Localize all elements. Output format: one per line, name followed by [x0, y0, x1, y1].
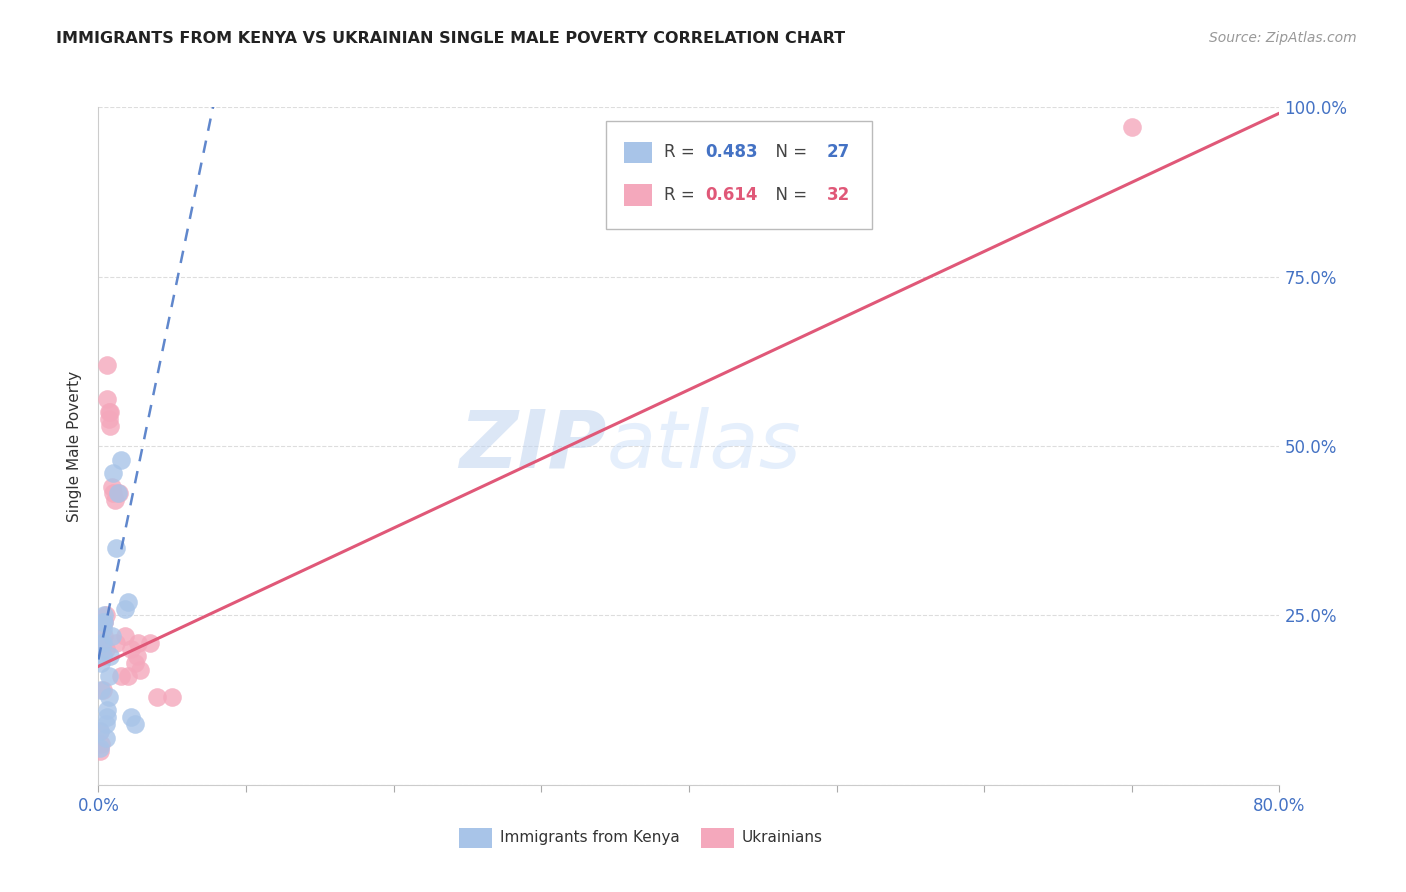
Point — [91, 683, 114, 698]
Point — [103, 466, 125, 480]
Text: 0.614: 0.614 — [706, 186, 758, 204]
Point — [89, 723, 111, 738]
Text: 0.483: 0.483 — [706, 144, 758, 161]
Bar — [624, 142, 652, 163]
Point — [98, 649, 121, 664]
Text: Immigrants from Kenya: Immigrants from Kenya — [501, 830, 679, 846]
Point — [90, 737, 112, 751]
Bar — [458, 828, 492, 848]
Point — [162, 690, 183, 704]
Bar — [700, 828, 734, 848]
Point — [98, 418, 121, 433]
Point — [110, 669, 132, 683]
Point — [93, 615, 115, 630]
Point — [91, 635, 114, 649]
Point — [91, 642, 114, 657]
Text: Ukrainians: Ukrainians — [742, 830, 823, 846]
Point — [125, 649, 148, 664]
Point — [94, 642, 117, 657]
Point — [89, 723, 111, 738]
FancyBboxPatch shape — [606, 120, 872, 229]
Text: R =: R = — [664, 186, 700, 204]
Text: 27: 27 — [827, 144, 851, 161]
Point — [100, 480, 122, 494]
Point — [97, 412, 120, 426]
Point — [117, 595, 139, 609]
Point — [114, 629, 136, 643]
Text: Source: ZipAtlas.com: Source: ZipAtlas.com — [1209, 31, 1357, 45]
Point — [94, 731, 117, 745]
Point — [91, 615, 114, 630]
Point — [97, 690, 120, 704]
Bar — [624, 185, 652, 206]
Point — [104, 493, 127, 508]
Point — [127, 635, 149, 649]
Point — [114, 601, 136, 615]
Point — [107, 486, 129, 500]
Point — [93, 615, 115, 630]
Point — [110, 452, 132, 467]
Point — [128, 663, 150, 677]
Point — [124, 717, 146, 731]
Point — [117, 669, 139, 683]
Point — [96, 392, 118, 406]
Point — [103, 486, 125, 500]
Text: N =: N = — [765, 144, 811, 161]
Point — [105, 635, 128, 649]
Y-axis label: Single Male Poverty: Single Male Poverty — [67, 370, 83, 522]
Point — [96, 703, 118, 717]
Point — [120, 642, 142, 657]
Point — [94, 608, 117, 623]
Point — [93, 629, 115, 643]
Point — [91, 649, 114, 664]
Point — [93, 608, 115, 623]
Point — [100, 629, 122, 643]
Point — [98, 405, 121, 419]
Text: ZIP: ZIP — [458, 407, 606, 485]
Point — [120, 710, 142, 724]
Point — [1121, 120, 1143, 135]
Text: R =: R = — [664, 144, 700, 161]
Text: IMMIGRANTS FROM KENYA VS UKRAINIAN SINGLE MALE POVERTY CORRELATION CHART: IMMIGRANTS FROM KENYA VS UKRAINIAN SINGL… — [56, 31, 845, 46]
Point — [105, 541, 128, 555]
Point — [146, 690, 169, 704]
Point — [97, 669, 120, 683]
Point — [91, 622, 114, 636]
Point — [90, 656, 112, 670]
Text: atlas: atlas — [606, 407, 801, 485]
Text: N =: N = — [765, 186, 811, 204]
Point — [90, 683, 112, 698]
Point — [94, 717, 117, 731]
Text: 32: 32 — [827, 186, 851, 204]
Point — [96, 358, 118, 372]
Point — [89, 740, 111, 755]
Point — [97, 405, 120, 419]
Point — [108, 486, 131, 500]
Point — [124, 656, 146, 670]
Point — [96, 710, 118, 724]
Point — [89, 744, 111, 758]
Point — [90, 635, 112, 649]
Point — [139, 635, 162, 649]
